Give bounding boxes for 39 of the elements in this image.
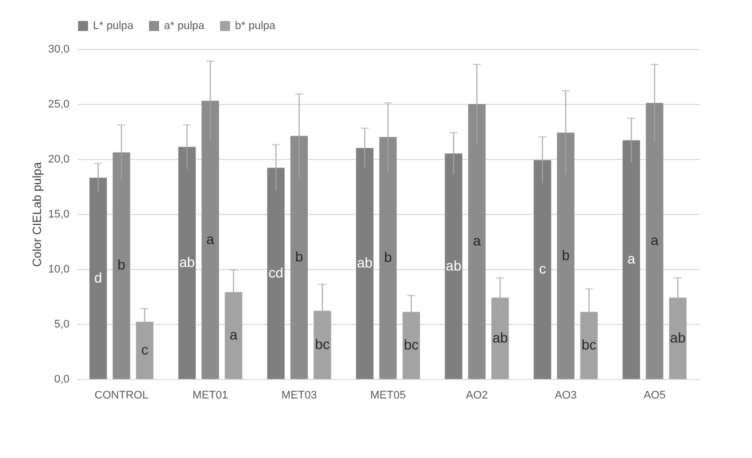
- data-label: b: [118, 256, 126, 273]
- data-label: ab: [670, 329, 686, 346]
- y-tick-label: 0,0: [54, 374, 70, 386]
- data-label: b: [384, 249, 392, 265]
- data-label: a: [627, 250, 636, 267]
- data-label: c: [141, 341, 148, 358]
- data-label: cd: [268, 264, 284, 280]
- x-tick-label: AO5: [644, 390, 666, 402]
- data-label: a: [472, 232, 481, 248]
- data-label: c: [538, 260, 546, 277]
- data-label: d: [94, 269, 102, 286]
- y-tick-label: 10,0: [48, 264, 70, 276]
- data-label: a: [650, 232, 659, 248]
- data-label: ab: [179, 254, 196, 270]
- legend-label: b* pulpa: [235, 20, 276, 32]
- x-tick-label: AO3: [554, 390, 577, 402]
- data-label: bc: [404, 336, 419, 352]
- data-label: bc: [582, 336, 596, 352]
- x-tick-label: AO2: [466, 390, 488, 402]
- y-axis-title: Color CIELab pulpa: [30, 162, 44, 267]
- y-tick-label: 30,0: [48, 44, 70, 56]
- legend-label: a* pulpa: [164, 20, 206, 32]
- x-tick-label: MET01: [192, 390, 228, 402]
- y-tick-label: 5,0: [54, 318, 70, 330]
- x-tick-label: MET03: [281, 390, 317, 402]
- data-label: a: [230, 326, 238, 343]
- data-label: bc: [315, 336, 330, 352]
- data-label: a: [206, 230, 214, 247]
- data-label: b: [295, 248, 304, 264]
- legend-label: L* pulpa: [93, 20, 134, 32]
- data-label: ab: [356, 254, 373, 270]
- x-tick-label: CONTROL: [94, 390, 148, 402]
- y-tick-label: 25,0: [48, 98, 70, 110]
- y-tick-label: 20,0: [48, 154, 70, 166]
- y-tick-label: 15,0: [48, 208, 70, 220]
- data-label: ab: [492, 329, 508, 346]
- x-tick-label: MET05: [370, 390, 406, 402]
- data-label: b: [562, 246, 570, 263]
- data-label: ab: [446, 257, 462, 274]
